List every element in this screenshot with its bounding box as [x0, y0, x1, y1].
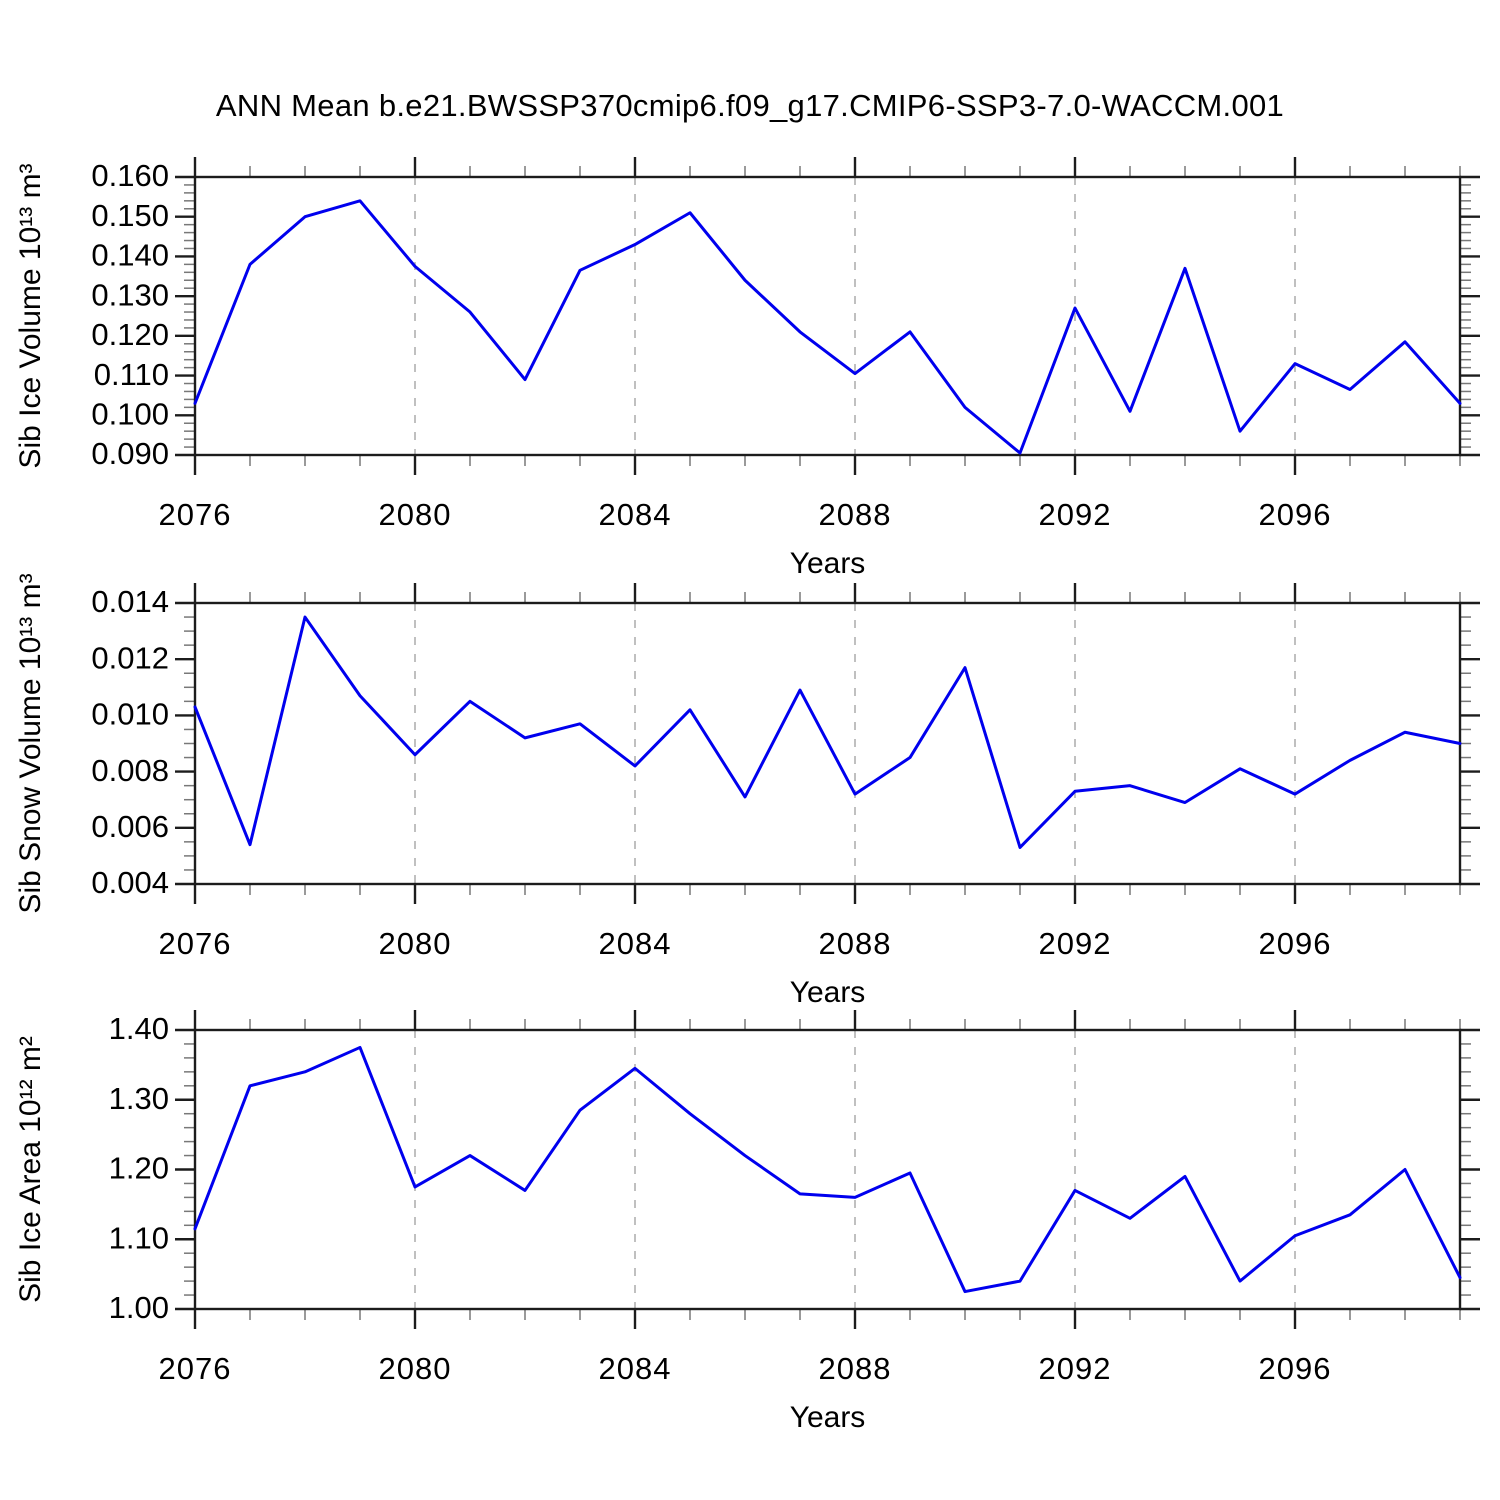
x-tick-label: 2080 — [379, 497, 452, 532]
x-tick-label: 2096 — [1259, 926, 1332, 961]
x-tick-label: 2084 — [599, 497, 672, 532]
x-tick-label: 2088 — [819, 497, 892, 532]
y-tick-label: 1.40 — [109, 1011, 169, 1046]
y-axis-title: Sib Ice Area 10¹² m² — [14, 1036, 47, 1303]
y-tick-label: 1.20 — [109, 1151, 169, 1186]
x-tick-label: 2092 — [1039, 1351, 1112, 1386]
panel-sib-ice-area: 1.00 1.10 1.20 1.30 1.40 2076 2080 2084 2088 2092… — [14, 1010, 1480, 1434]
x-axis-title: Years — [790, 547, 866, 580]
y-tick-label: 0.130 — [91, 277, 169, 312]
x-tick-label: 2096 — [1259, 497, 1332, 532]
data-line — [193, 199, 1462, 455]
x-tick-label: 2084 — [599, 1351, 672, 1386]
x-tick-label: 2092 — [1039, 497, 1112, 532]
x-tick-label: 2076 — [159, 497, 232, 532]
y-tick-label: 0.100 — [91, 396, 169, 431]
panel-sib-ice-volume: 0.090 0.100 0.110 0.120 0.130 0.140 0.150 0.160… — [14, 157, 1480, 580]
y-tick-label: 0.160 — [91, 158, 169, 193]
y-tick-label: 0.012 — [91, 640, 169, 675]
y-tick-label: 0.110 — [94, 357, 169, 392]
plot-title: ANN Mean b.e21.BWSSP370cmip6.f09_g17.CMI… — [215, 88, 1285, 123]
y-axis-title: Sib Snow Volume 10¹³ m³ — [14, 573, 47, 913]
y-tick-label: 0.014 — [91, 584, 169, 619]
y-tick-label: 1.10 — [109, 1220, 169, 1255]
panel-sib-snow-volume: 0.004 0.006 0.008 0.010 0.012 0.014 2076 2080 20… — [14, 573, 1480, 1009]
x-tick-label: 2088 — [819, 1351, 892, 1386]
y-tick-label: 0.140 — [91, 238, 169, 273]
x-tick-label: 2084 — [599, 926, 672, 961]
x-tick-label: 2092 — [1039, 926, 1112, 961]
x-tick-label: 2080 — [379, 926, 452, 961]
data-line — [193, 1045, 1462, 1294]
y-tick-label: 0.006 — [91, 809, 169, 844]
x-axis-title: Years — [790, 1401, 866, 1434]
y-tick-label: 0.090 — [91, 436, 169, 471]
y-tick-label: 1.00 — [109, 1290, 169, 1325]
x-tick-label: 2076 — [159, 926, 232, 961]
plot-frame — [193, 1028, 1462, 1311]
x-tick-label: 2088 — [819, 926, 892, 961]
y-axis-title: Sib Ice Volume 10¹³ m³ — [14, 163, 47, 468]
y-tick-label: 0.120 — [91, 317, 169, 352]
x-axis-title: Years — [790, 976, 866, 1009]
y-tick-label: 0.008 — [91, 753, 169, 788]
x-tick-label: 2096 — [1259, 1351, 1332, 1386]
y-tick-label: 0.010 — [91, 697, 169, 732]
plot-frame — [193, 175, 1462, 457]
data-line — [193, 615, 1462, 849]
y-tick-label: 0.150 — [91, 198, 169, 233]
x-tick-label: 2080 — [379, 1351, 452, 1386]
x-tick-label: 2076 — [159, 1351, 232, 1386]
y-tick-label: 1.30 — [109, 1081, 169, 1116]
y-tick-label: 0.004 — [91, 865, 169, 900]
